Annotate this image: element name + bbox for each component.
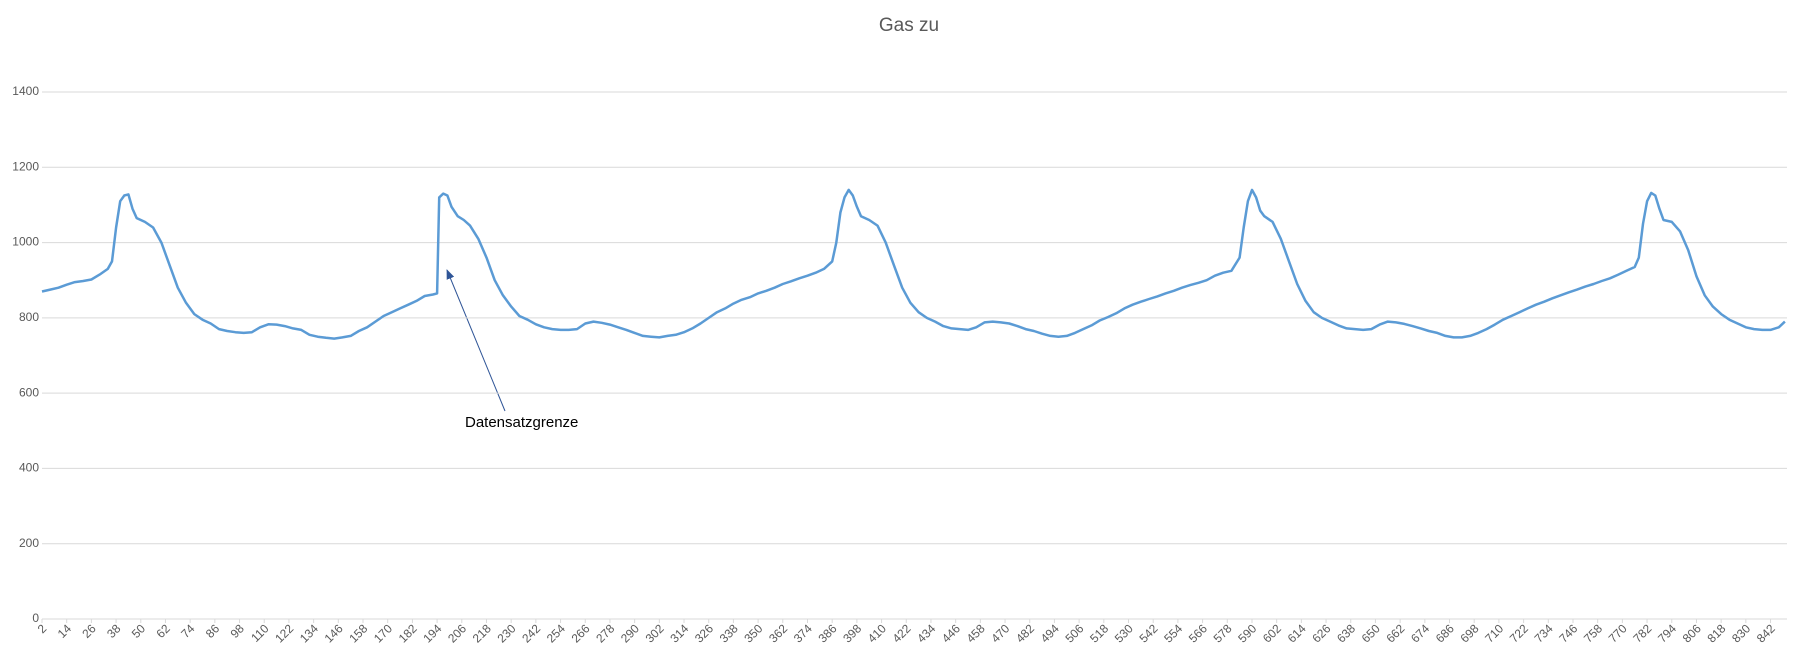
x-tick-label: 758 — [1581, 621, 1605, 645]
x-tick-label: 182 — [396, 621, 420, 645]
x-tick-label: 350 — [741, 621, 765, 645]
x-tick-label: 326 — [692, 621, 716, 645]
x-tick-label: 14 — [55, 621, 75, 641]
x-tick-label: 842 — [1754, 621, 1778, 645]
x-tick-label: 398 — [840, 621, 864, 645]
y-tick-label: 1400 — [12, 84, 39, 98]
y-tick-label: 200 — [19, 536, 39, 550]
x-tick-label: 170 — [371, 621, 395, 645]
x-tick-label: 662 — [1383, 621, 1407, 645]
x-tick-label: 158 — [346, 621, 370, 645]
x-tick-label: 770 — [1606, 621, 1630, 645]
x-tick-label: 86 — [203, 621, 223, 641]
x-tick-label: 26 — [79, 621, 99, 641]
x-tick-label: 554 — [1161, 621, 1185, 645]
y-tick-label: 1000 — [12, 235, 39, 249]
y-tick-label: 400 — [19, 461, 39, 475]
x-tick-label: 50 — [129, 621, 149, 641]
x-tick-label: 602 — [1260, 621, 1284, 645]
x-tick-label: 794 — [1655, 621, 1679, 645]
x-tick-label: 266 — [569, 621, 593, 645]
x-tick-label: 194 — [420, 621, 444, 645]
annotation: Datensatzgrenze — [465, 414, 578, 431]
x-tick-label: 590 — [1235, 621, 1259, 645]
x-tick-label: 566 — [1186, 621, 1210, 645]
x-tick-label: 734 — [1532, 621, 1556, 645]
x-tick-label: 722 — [1507, 621, 1531, 645]
data-line — [41, 188, 1786, 340]
x-tick-label: 470 — [988, 621, 1012, 645]
x-tick-label: 710 — [1482, 621, 1506, 645]
x-tick-label: 746 — [1556, 621, 1580, 645]
x-tick-label: 614 — [1285, 621, 1309, 645]
x-tick-label: 290 — [618, 621, 642, 645]
x-tick-label: 2 — [35, 621, 50, 636]
x-tick-label: 122 — [272, 621, 296, 645]
x-tick-label: 230 — [494, 621, 518, 645]
x-tick-label: 818 — [1704, 621, 1728, 645]
x-tick-label: 650 — [1359, 621, 1383, 645]
x-tick-label: 446 — [939, 621, 963, 645]
chart-title: Gas zu — [879, 15, 939, 36]
x-tick-label: 686 — [1433, 621, 1457, 645]
x-tick-label: 314 — [667, 621, 691, 645]
x-tick-label: 638 — [1334, 621, 1358, 645]
x-tick-label: 62 — [153, 621, 173, 641]
x-tick-label: 830 — [1729, 621, 1753, 645]
x-tick-label: 542 — [1137, 621, 1161, 645]
x-tick-label: 806 — [1680, 621, 1704, 645]
x-tick-label: 386 — [815, 621, 839, 645]
x-tick-label: 458 — [964, 621, 988, 645]
x-tick-label: 338 — [717, 621, 741, 645]
x-tick-label: 506 — [1062, 621, 1086, 645]
x-tick-label: 98 — [228, 621, 248, 641]
x-tick-label: 110 — [248, 621, 272, 645]
x-tick-label: 518 — [1087, 621, 1111, 645]
x-tick-label: 494 — [1038, 621, 1062, 645]
x-tick-label: 578 — [1211, 621, 1235, 645]
x-tick-label: 626 — [1309, 621, 1333, 645]
y-tick-label: 600 — [19, 385, 39, 399]
x-tick-label: 218 — [470, 621, 494, 645]
y-tick-label: 1200 — [12, 159, 39, 173]
x-tick-label: 422 — [890, 621, 914, 645]
x-tick-label: 74 — [178, 621, 198, 641]
y-tick-label: 800 — [19, 310, 39, 324]
x-tick-label: 278 — [593, 621, 617, 645]
x-tick-label: 482 — [1013, 621, 1037, 645]
x-tick-label: 782 — [1630, 621, 1654, 645]
x-tick-label: 434 — [914, 621, 938, 645]
x-tick-label: 146 — [322, 621, 346, 645]
x-tick-label: 362 — [766, 621, 790, 645]
x-tick-label: 134 — [297, 621, 321, 645]
y-tick-label: 0 — [32, 611, 39, 625]
x-tick-label: 410 — [865, 621, 889, 645]
x-tick-label: 674 — [1408, 621, 1432, 645]
annotation-arrow — [446, 269, 506, 412]
x-tick-label: 302 — [643, 621, 667, 645]
x-tick-label: 698 — [1458, 621, 1482, 645]
x-tick-label: 530 — [1112, 621, 1136, 645]
x-tick-label: 206 — [445, 621, 469, 645]
x-tick-label: 38 — [104, 621, 124, 641]
x-tick-label: 254 — [544, 621, 568, 645]
x-tick-label: 242 — [519, 621, 543, 645]
x-tick-label: 374 — [791, 621, 815, 645]
